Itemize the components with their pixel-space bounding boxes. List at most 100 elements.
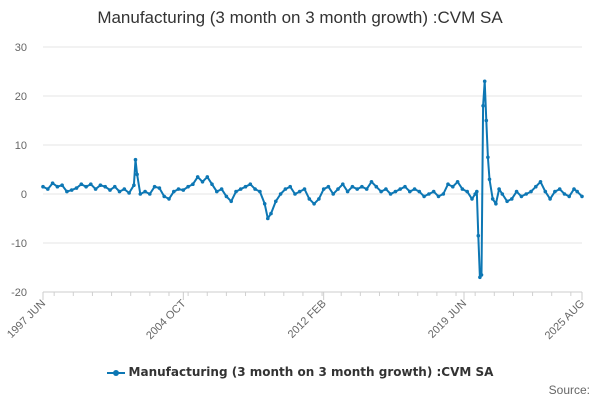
- data-point: [103, 184, 107, 189]
- data-point: [412, 187, 417, 191]
- data-point: [262, 202, 267, 206]
- data-point: [321, 187, 326, 191]
- data-point: [475, 189, 479, 194]
- data-point: [369, 180, 374, 184]
- legend-line-icon: [106, 368, 125, 378]
- series-line-path: [42, 80, 583, 279]
- data-point: [350, 184, 355, 189]
- data-point: [312, 202, 316, 206]
- data-point: [117, 189, 122, 194]
- data-point: [384, 187, 388, 191]
- data-point: [355, 187, 360, 191]
- y-axis-ticks: 30 20 10 0 -10 -20: [11, 42, 27, 299]
- chart-title: Manufacturing (3 month on 3 month growth…: [97, 8, 503, 27]
- data-point: [266, 216, 270, 221]
- data-point: [422, 194, 426, 199]
- legend-label: Manufacturing (3 month on 3 month growth…: [128, 365, 494, 379]
- data-point: [176, 187, 181, 191]
- data-point: [451, 184, 455, 189]
- data-point: [345, 189, 350, 194]
- data-point: [427, 192, 431, 196]
- data-point: [65, 189, 69, 194]
- data-point: [293, 192, 297, 196]
- y-tick-label: 20: [15, 91, 27, 103]
- data-point: [529, 189, 533, 194]
- data-point: [455, 180, 460, 184]
- data-point: [562, 192, 567, 196]
- gridlines: [43, 46, 582, 293]
- data-point: [482, 79, 487, 84]
- data-point: [479, 273, 484, 277]
- data-point: [514, 189, 519, 194]
- data-point: [133, 157, 138, 162]
- data-point: [135, 172, 139, 177]
- data-point: [41, 184, 45, 189]
- data-point: [69, 188, 74, 192]
- data-point: [181, 188, 186, 192]
- data-point: [484, 118, 489, 123]
- data-point: [243, 184, 248, 189]
- data-point: [307, 197, 312, 201]
- x-axis: 1997 JUN 2004 OCT 2012 FEB 2019 JUN 2025 AUG: [5, 291, 587, 342]
- data-point: [108, 188, 112, 192]
- data-point: [470, 197, 474, 201]
- data-point: [224, 194, 229, 199]
- source-label: Source:: [548, 383, 590, 397]
- data-point: [388, 192, 393, 196]
- y-tick-label: -20: [11, 287, 27, 299]
- data-point: [490, 197, 495, 201]
- y-tick-label: 10: [15, 140, 27, 152]
- data-point: [302, 187, 307, 191]
- data-point: [84, 184, 88, 189]
- data-point: [98, 183, 103, 187]
- data-point: [113, 184, 117, 189]
- data-point: [393, 189, 398, 194]
- data-point: [191, 182, 195, 186]
- data-point: [200, 180, 205, 184]
- data-point: [497, 187, 501, 191]
- data-point: [215, 189, 219, 194]
- data-point: [379, 189, 383, 194]
- data-point: [572, 187, 576, 191]
- data-point: [122, 187, 127, 191]
- data-point: [341, 182, 345, 186]
- y-tick-label: 30: [15, 42, 27, 54]
- data-point: [186, 184, 190, 189]
- data-point: [364, 187, 369, 191]
- data-point: [210, 182, 214, 186]
- data-point: [446, 182, 450, 186]
- data-point: [408, 189, 412, 194]
- data-point: [79, 182, 84, 186]
- data-point: [195, 175, 200, 179]
- data-point: [172, 189, 176, 194]
- data-point: [500, 192, 505, 196]
- data-point: [505, 199, 509, 204]
- data-point: [46, 187, 50, 191]
- data-point: [487, 177, 492, 182]
- data-point: [152, 184, 157, 189]
- data-point: [229, 199, 233, 204]
- x-tick-label: 2004 OCT: [144, 297, 189, 342]
- legend[interactable]: Manufacturing (3 month on 3 month growth…: [0, 365, 600, 379]
- data-point: [74, 186, 79, 190]
- data-point: [148, 192, 152, 196]
- data-point: [436, 194, 441, 199]
- data-point: [278, 192, 283, 196]
- data-point: [548, 197, 552, 201]
- data-point: [253, 187, 257, 191]
- data-point: [460, 187, 465, 191]
- data-point: [162, 194, 166, 199]
- data-point: [55, 184, 60, 189]
- data-point: [557, 187, 562, 191]
- data-point: [519, 194, 524, 199]
- data-point: [538, 180, 543, 184]
- data-point: [403, 184, 407, 189]
- data-point: [476, 233, 481, 238]
- y-tick-label: 0: [21, 189, 27, 201]
- data-point: [553, 189, 557, 194]
- series-points: [41, 79, 584, 280]
- data-point: [238, 187, 243, 191]
- data-point: [580, 194, 584, 199]
- data-point: [60, 183, 64, 187]
